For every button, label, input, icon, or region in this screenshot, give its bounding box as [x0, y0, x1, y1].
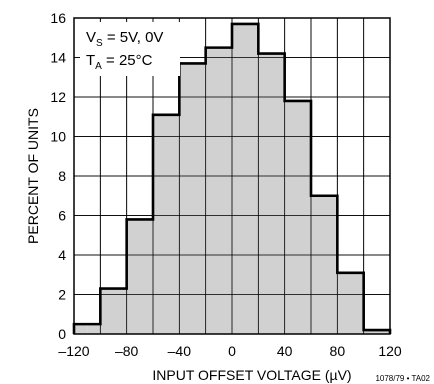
- conditions-annotation: VS = 5V, 0V TA = 25°C: [80, 22, 180, 76]
- annotation-temperature: TA = 25°C: [86, 52, 153, 72]
- x-tick-label: 0: [228, 343, 236, 359]
- y-tick-label: 12: [50, 89, 66, 105]
- y-tick-label: 4: [58, 247, 66, 263]
- histogram-bar: [284, 100, 311, 334]
- y-tick-label: 14: [50, 50, 66, 66]
- y-tick-label: 16: [50, 10, 66, 26]
- annotation-background: [80, 22, 180, 76]
- x-axis-label: INPUT OFFSET VOLTAGE (µV): [152, 367, 351, 383]
- x-tick-label: –40: [168, 343, 192, 359]
- y-axis-label: PERCENT OF UNITS: [25, 108, 41, 244]
- histogram-outline: [72, 22, 392, 334]
- x-tick-label: –80: [115, 343, 139, 359]
- histogram-bar: [179, 63, 206, 335]
- y-tick-labels: 0 2 4 6 8 10 12 14 16: [50, 10, 66, 342]
- x-tick-label: –120: [58, 343, 89, 359]
- histogram-bar: [363, 330, 390, 334]
- x-tick-label: 120: [378, 343, 402, 359]
- histogram-bars: [72, 18, 392, 335]
- y-tick-label: 10: [50, 129, 66, 145]
- histogram-bar: [87, 324, 101, 334]
- histogram-bar: [126, 219, 153, 334]
- y-tick-label: 0: [58, 326, 66, 342]
- plot-frame: [73, 17, 391, 335]
- x-tick-labels: –120 –80 –40 0 40 80 120: [58, 343, 401, 359]
- y-tick-label: 8: [58, 168, 66, 184]
- histogram-bar: [100, 288, 127, 334]
- y-tick-label: 6: [58, 208, 66, 224]
- histogram-bar: [337, 272, 364, 334]
- x-tick-label: 40: [277, 343, 293, 359]
- histogram-bar: [74, 324, 88, 334]
- histogram-bar: [311, 195, 338, 334]
- x-tick-label: 80: [330, 343, 346, 359]
- histogram-bar: [153, 114, 180, 335]
- histogram-bar: [205, 47, 232, 334]
- histogram-bar: [232, 23, 259, 335]
- annotation-supply: VS = 5V, 0V: [86, 29, 163, 49]
- figure-code: 1078/79 • TA02: [375, 374, 430, 383]
- y-tick-label: 2: [58, 287, 66, 303]
- histogram-bar: [258, 53, 285, 335]
